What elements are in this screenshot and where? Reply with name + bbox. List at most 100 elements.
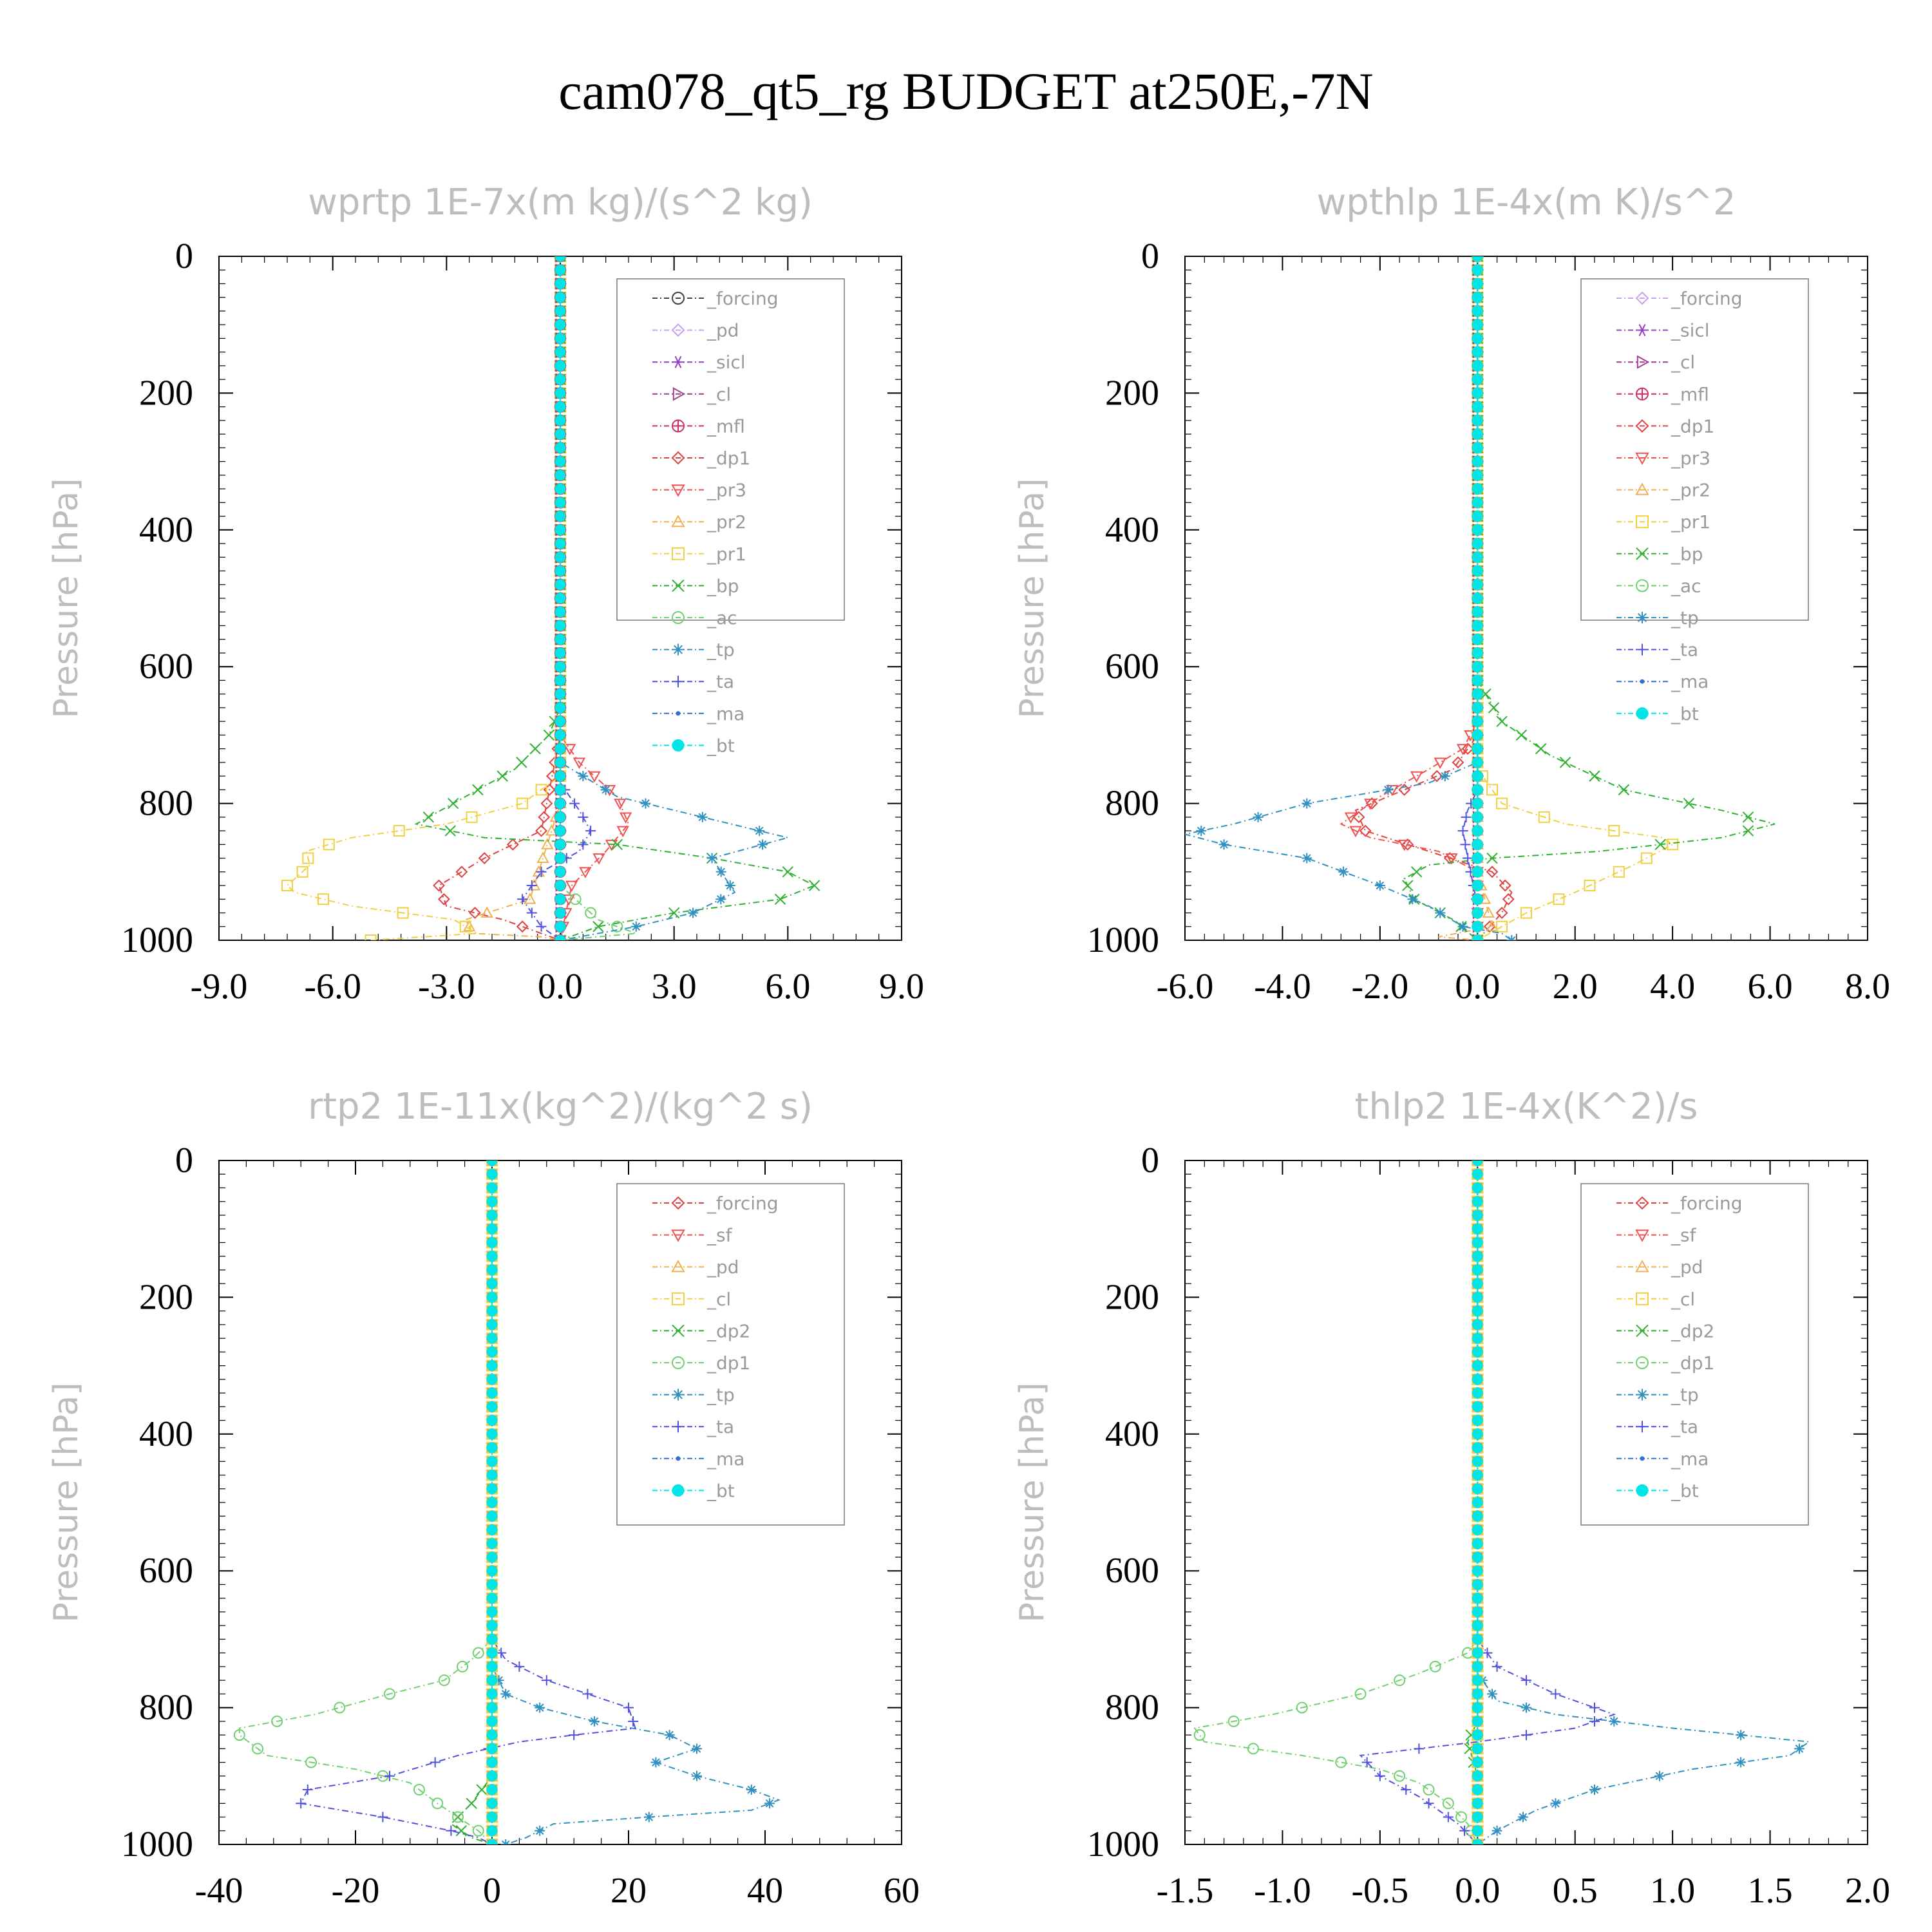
- marker-bt: [554, 305, 566, 317]
- marker-dp1: [334, 1701, 346, 1714]
- legend-marker: [1635, 452, 1649, 466]
- legend-marker: [671, 1229, 685, 1242]
- panel-title: thlp2 1E-4x(K^2)/s: [1355, 1086, 1698, 1128]
- legend-entry-pr1: _pr1: [1616, 511, 1710, 533]
- marker-tp: [1338, 866, 1349, 877]
- legend-marker: [672, 1324, 685, 1338]
- marker-ac: [569, 893, 582, 905]
- panel-title: wpthlp 1E-4x(m K)/s^2: [1316, 182, 1736, 223]
- marker-bt: [1472, 256, 1483, 262]
- marker-pr3: [588, 771, 601, 783]
- legend-label: _pd: [1671, 1256, 1703, 1278]
- marker-tp: [1383, 784, 1394, 795]
- legend-entry-pd: _pd: [1616, 1256, 1703, 1278]
- legend-marker: [672, 611, 685, 624]
- marker-bt: [1472, 757, 1483, 768]
- marker-dp2: [466, 1797, 477, 1809]
- marker-bt: [1472, 1415, 1483, 1426]
- marker-dp2: [476, 1784, 488, 1795]
- legend-entry-ma: _ma: [1616, 671, 1709, 692]
- main-title: cam078_qt5_rg BUDGET at250E,-7N: [558, 62, 1374, 120]
- marker-ta: [296, 1798, 307, 1809]
- legend-label: _pr2: [706, 511, 746, 533]
- marker-bt: [1472, 1578, 1483, 1590]
- marker-bt: [554, 921, 566, 933]
- legend-label: _pd: [706, 1256, 739, 1278]
- marker-bt: [1472, 1332, 1483, 1344]
- marker-bt: [486, 1455, 498, 1467]
- marker-bt: [486, 1839, 498, 1844]
- marker-ta: [526, 907, 537, 918]
- series-pr2: [1438, 256, 1499, 940]
- marker-pr1: [516, 797, 529, 810]
- marker-pr1: [317, 893, 329, 905]
- marker-tp: [1487, 1689, 1497, 1700]
- marker-bt: [486, 1182, 498, 1193]
- marker-dp1: [516, 920, 529, 933]
- legend-marker: [1635, 1229, 1649, 1242]
- legend-label: _cl: [706, 384, 731, 405]
- marker-bt: [486, 1812, 498, 1823]
- legend-entry-mfl: _mfl: [652, 415, 745, 437]
- marker-tp: [1550, 1798, 1561, 1809]
- legend-entry-ma: _ma: [652, 1448, 744, 1470]
- marker-bt: [1472, 1455, 1483, 1467]
- marker-bt: [554, 784, 566, 795]
- legend-entry-bp: _bp: [652, 575, 739, 596]
- legend-marker: [1636, 547, 1649, 560]
- marker-pr1: [459, 920, 471, 933]
- marker-bt: [1472, 387, 1483, 399]
- marker-ta: [1550, 1689, 1561, 1700]
- marker-bt: [1472, 1223, 1483, 1235]
- marker-bt: [486, 1278, 498, 1289]
- y-tick-label: 200: [139, 1277, 193, 1317]
- series-bt: [1472, 1160, 1483, 1844]
- marker-tp: [697, 811, 708, 822]
- series-bt: [554, 256, 566, 940]
- legend-entry-mfl: _mfl: [1616, 384, 1709, 405]
- legend-label: _pr3: [1671, 448, 1710, 469]
- marker-bt: [486, 1510, 498, 1522]
- legend-label: _ac: [1671, 575, 1701, 596]
- legend-marker: [672, 1356, 685, 1369]
- legend-entry-cl: _cl: [1616, 1289, 1695, 1310]
- marker-bt: [1472, 579, 1483, 591]
- marker-ta: [578, 811, 589, 822]
- marker-tp: [1196, 826, 1207, 837]
- marker-bt: [1472, 1291, 1483, 1303]
- marker-bt: [1472, 853, 1483, 864]
- marker-bt: [1472, 1278, 1483, 1289]
- marker-bt: [1472, 1729, 1483, 1741]
- marker-ta: [1374, 1770, 1385, 1781]
- marker-bt: [1472, 415, 1483, 426]
- marker-ta: [585, 826, 596, 837]
- marker-dp1: [538, 811, 551, 824]
- marker-bt: [1472, 880, 1483, 891]
- marker-bp: [808, 880, 820, 891]
- marker-bt: [486, 1264, 498, 1276]
- legend-entry-pr2: _pr2: [652, 511, 746, 533]
- series-pr1: [281, 256, 566, 940]
- x-tick-label: 60: [884, 1871, 920, 1911]
- y-tick-label: 400: [139, 1414, 193, 1454]
- marker-pr2: [1482, 906, 1495, 918]
- marker-bt: [486, 1702, 498, 1714]
- marker-dp1: [457, 1660, 469, 1672]
- marker-pr1: [1613, 866, 1625, 878]
- marker-pr2: [1486, 920, 1499, 932]
- marker-bt: [1472, 442, 1483, 453]
- legend-label: _sicl: [1671, 320, 1710, 341]
- panel-title: rtp2 1E-11x(kg^2)/(kg^2 s): [308, 1086, 813, 1128]
- legend-label: _dp1: [1671, 415, 1714, 437]
- series-line-bp: [1403, 256, 1776, 940]
- x-tick-label: 8.0: [1845, 967, 1890, 1007]
- marker-dp1: [1227, 1715, 1240, 1727]
- marker-pr3: [592, 853, 605, 865]
- marker-bt: [1472, 1374, 1483, 1385]
- marker-bt: [1472, 907, 1483, 919]
- marker-dp1: [271, 1715, 283, 1727]
- panel-4: thlp2 1E-4x(K^2)/s Pressure [hPa] -1.5 -1.0…: [1013, 1086, 1890, 1911]
- y-tick-label: 1000: [121, 920, 193, 960]
- marker-dp1: [233, 1729, 245, 1741]
- marker-ta: [1457, 826, 1468, 837]
